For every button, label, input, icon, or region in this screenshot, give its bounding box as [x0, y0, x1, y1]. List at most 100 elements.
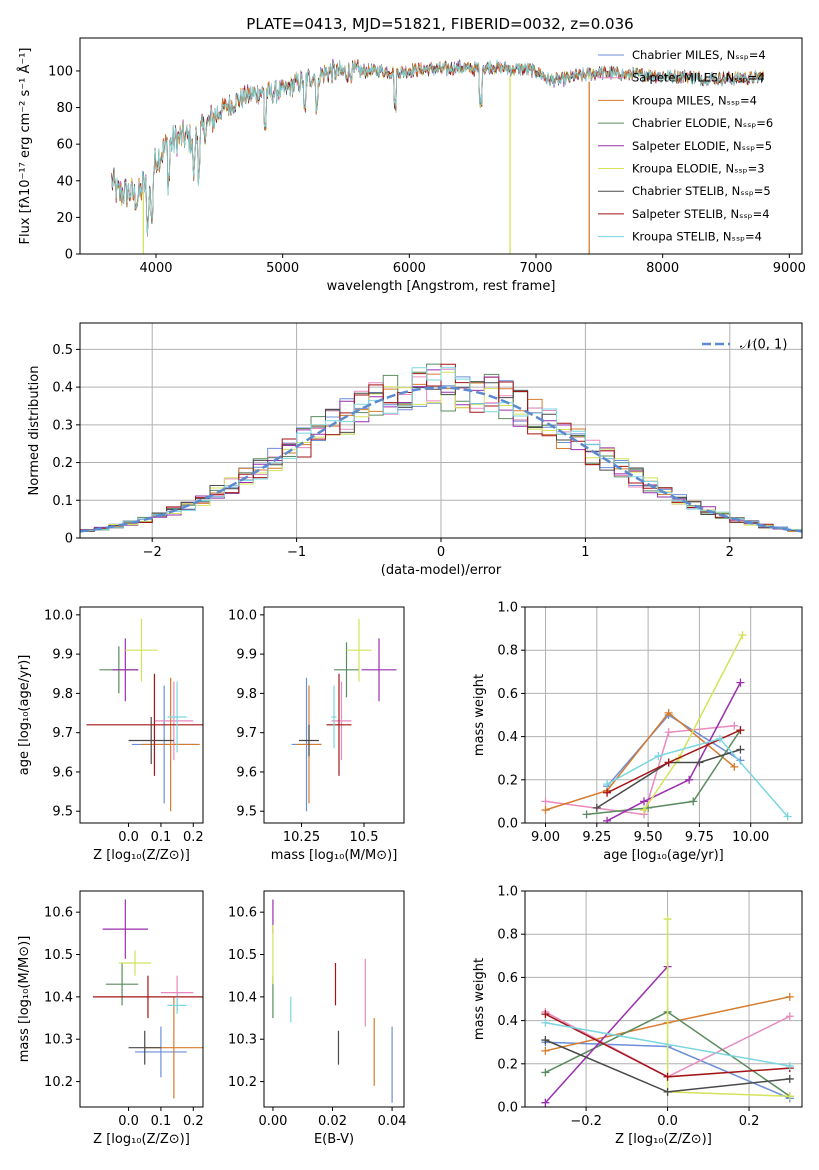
y-tick-label: 10.3: [44, 1033, 73, 1048]
x-tick-label: −2: [143, 545, 162, 560]
y-axis-label: mass [log₁₀(M/M⊙)]: [17, 936, 32, 1063]
weight-point-marker: [541, 806, 550, 815]
x-tick-label: 0.00: [258, 1114, 287, 1129]
y-axis-label: mass weight: [472, 958, 487, 1040]
legend-entry: Salpeter ELODIE, Nₛₛₚ=5: [632, 139, 772, 153]
plot-area: [541, 631, 792, 823]
panel-mass_vs_Z: 0.0 0.1 0.2 10.2 10.3 10.4 10.5 10.6 Z [log₁₀(Z/…: [17, 890, 204, 1147]
weight-point-marker: [603, 780, 612, 789]
normal-fit-curve: [80, 386, 802, 533]
legend-entry: Kroupa ELODIE, Nₛₛₚ=3: [632, 162, 765, 176]
legend-entry: Chabrier ELODIE, Nₛₛₚ=6: [632, 116, 773, 130]
x-tick-label: 9.50: [634, 830, 663, 845]
y-axis-label: Normed distribution: [27, 366, 42, 496]
x-tick-label: 9.00: [531, 830, 560, 845]
weight-point-marker: [730, 762, 739, 771]
x-tick-label: 9.75: [685, 830, 714, 845]
weight-point-marker: [541, 797, 550, 806]
x-tick-label: 0.2: [183, 1114, 204, 1129]
y-tick-label: 9.8: [236, 687, 257, 702]
weight-series-line: [586, 729, 742, 816]
legend-entry: Salpeter MILES, Nₛₛₚ=4: [632, 71, 765, 85]
x-tick-label: 0.0: [118, 1114, 139, 1129]
y-tick-label: 10.6: [228, 906, 257, 921]
y-tick-label: 9.7: [52, 726, 73, 741]
y-tick-label: 9.7: [236, 726, 257, 741]
weight-series-line: [545, 711, 735, 811]
panel-spectrum: 4000 5000 6000 7000 8000 9000 0 20 40 60 80 100 wave…: [17, 37, 806, 294]
y-tick-label: 10.0: [228, 608, 257, 623]
y-tick-label: 0.4: [497, 730, 518, 745]
weight-point-marker: [541, 1018, 550, 1027]
x-tick-label: 5000: [266, 261, 299, 276]
panel-weight_vs_age: 9.00 9.25 9.50 9.75 10.00 0.0 0.2 0.4 0.6 0.8 1.0 a…: [472, 601, 803, 863]
x-tick-label: 8000: [646, 261, 679, 276]
y-tick-label: 1.0: [497, 885, 518, 900]
y-tick-label: 10.3: [228, 1033, 257, 1048]
weight-point-marker: [736, 726, 745, 735]
weight-series-line: [606, 682, 742, 822]
y-tick-label: 0.2: [497, 773, 518, 788]
legend-entry: Kroupa MILES, Nₛₛₚ=4: [632, 93, 757, 107]
x-tick-label: 0.0: [657, 1114, 678, 1129]
panel-weight_vs_Z: −0.2 0.0 0.2 0.0 0.2 0.4 0.6 0.8 1.0 Z [log₁₀(Z/Z…: [472, 885, 803, 1147]
axes-frame: [263, 606, 405, 824]
plot-area: [92, 899, 203, 1099]
y-tick-label: 9.8: [52, 687, 73, 702]
x-tick-label: 7000: [519, 261, 552, 276]
weight-series-line: [596, 748, 741, 809]
weight-point-marker: [715, 734, 724, 743]
y-tick-label: 1.0: [497, 601, 518, 616]
y-tick-label: 9.5: [52, 805, 73, 820]
y-tick-label: 40: [56, 174, 73, 189]
panel-age_vs_Z: 0.0 0.1 0.2 9.5 9.6 9.7 9.8 9.9 10.0 Z [log₁₀(Z/Z…: [17, 606, 204, 863]
legend-entry: Chabrier MILES, Nₛₛₚ=4: [632, 48, 766, 62]
plot-area: [111, 58, 765, 254]
y-tick-label: 0.6: [497, 687, 518, 702]
axes-frame: [263, 890, 405, 1108]
panel-residuals: −2 −1 0 1 2 0 0.1 0.2 0.3 0.4 0.5 (data-model)/erro…: [27, 322, 803, 578]
weight-point-marker: [695, 758, 704, 767]
weight-series-line: [545, 1022, 790, 1067]
weight-point-marker: [685, 775, 694, 784]
weight-point-marker: [730, 721, 739, 730]
weight-point-marker: [785, 992, 794, 1001]
plot-area: [541, 915, 794, 1107]
x-axis-label: Z [log₁₀(Z/Z⊙)]: [93, 1132, 190, 1147]
y-tick-label: 0: [65, 532, 73, 547]
y-tick-label: 0.2: [52, 456, 73, 471]
axes-frame: [524, 606, 803, 824]
y-tick-label: 100: [48, 64, 73, 79]
axes-frame: [79, 322, 803, 539]
x-tick-label: 0.2: [739, 1114, 760, 1129]
y-tick-label: 9.5: [236, 805, 257, 820]
y-tick-label: 0.0: [497, 1101, 518, 1116]
y-tick-label: 20: [56, 211, 73, 226]
axes-frame: [79, 37, 803, 255]
x-tick-label: 0.1: [151, 830, 172, 845]
weight-point-marker: [736, 745, 745, 754]
x-tick-label: 0.0: [118, 830, 139, 845]
x-tick-label: 4000: [139, 261, 172, 276]
y-tick-label: 10.2: [44, 1075, 73, 1090]
x-tick-label: −0.2: [570, 1114, 602, 1129]
plot-area: [272, 899, 393, 1103]
weight-point-marker: [582, 810, 591, 819]
x-tick-label: 10.00: [732, 830, 769, 845]
weight-point-marker: [785, 1074, 794, 1083]
x-tick-label: 10.5: [350, 830, 379, 845]
weight-point-marker: [541, 1068, 550, 1077]
weight-point-marker: [736, 678, 745, 687]
y-tick-label: 0.8: [497, 928, 518, 943]
y-tick-label: 10.2: [228, 1075, 257, 1090]
x-tick-label: 6000: [393, 261, 426, 276]
weight-point-marker: [785, 1061, 794, 1070]
y-tick-label: 10.5: [44, 948, 73, 963]
y-tick-label: 0.2: [497, 1057, 518, 1072]
weight-point-marker: [785, 1092, 794, 1101]
y-tick-label: 80: [56, 101, 73, 116]
weight-point-marker: [689, 797, 698, 806]
plot-area: [291, 618, 397, 812]
panel-age_vs_mass: 10.25 10.5 9.5 9.6 9.7 9.8 9.9 10.0 mass [log₁₀(…: [228, 606, 405, 863]
y-axis-label: age [log₁₀(age/yr)]: [17, 655, 32, 776]
